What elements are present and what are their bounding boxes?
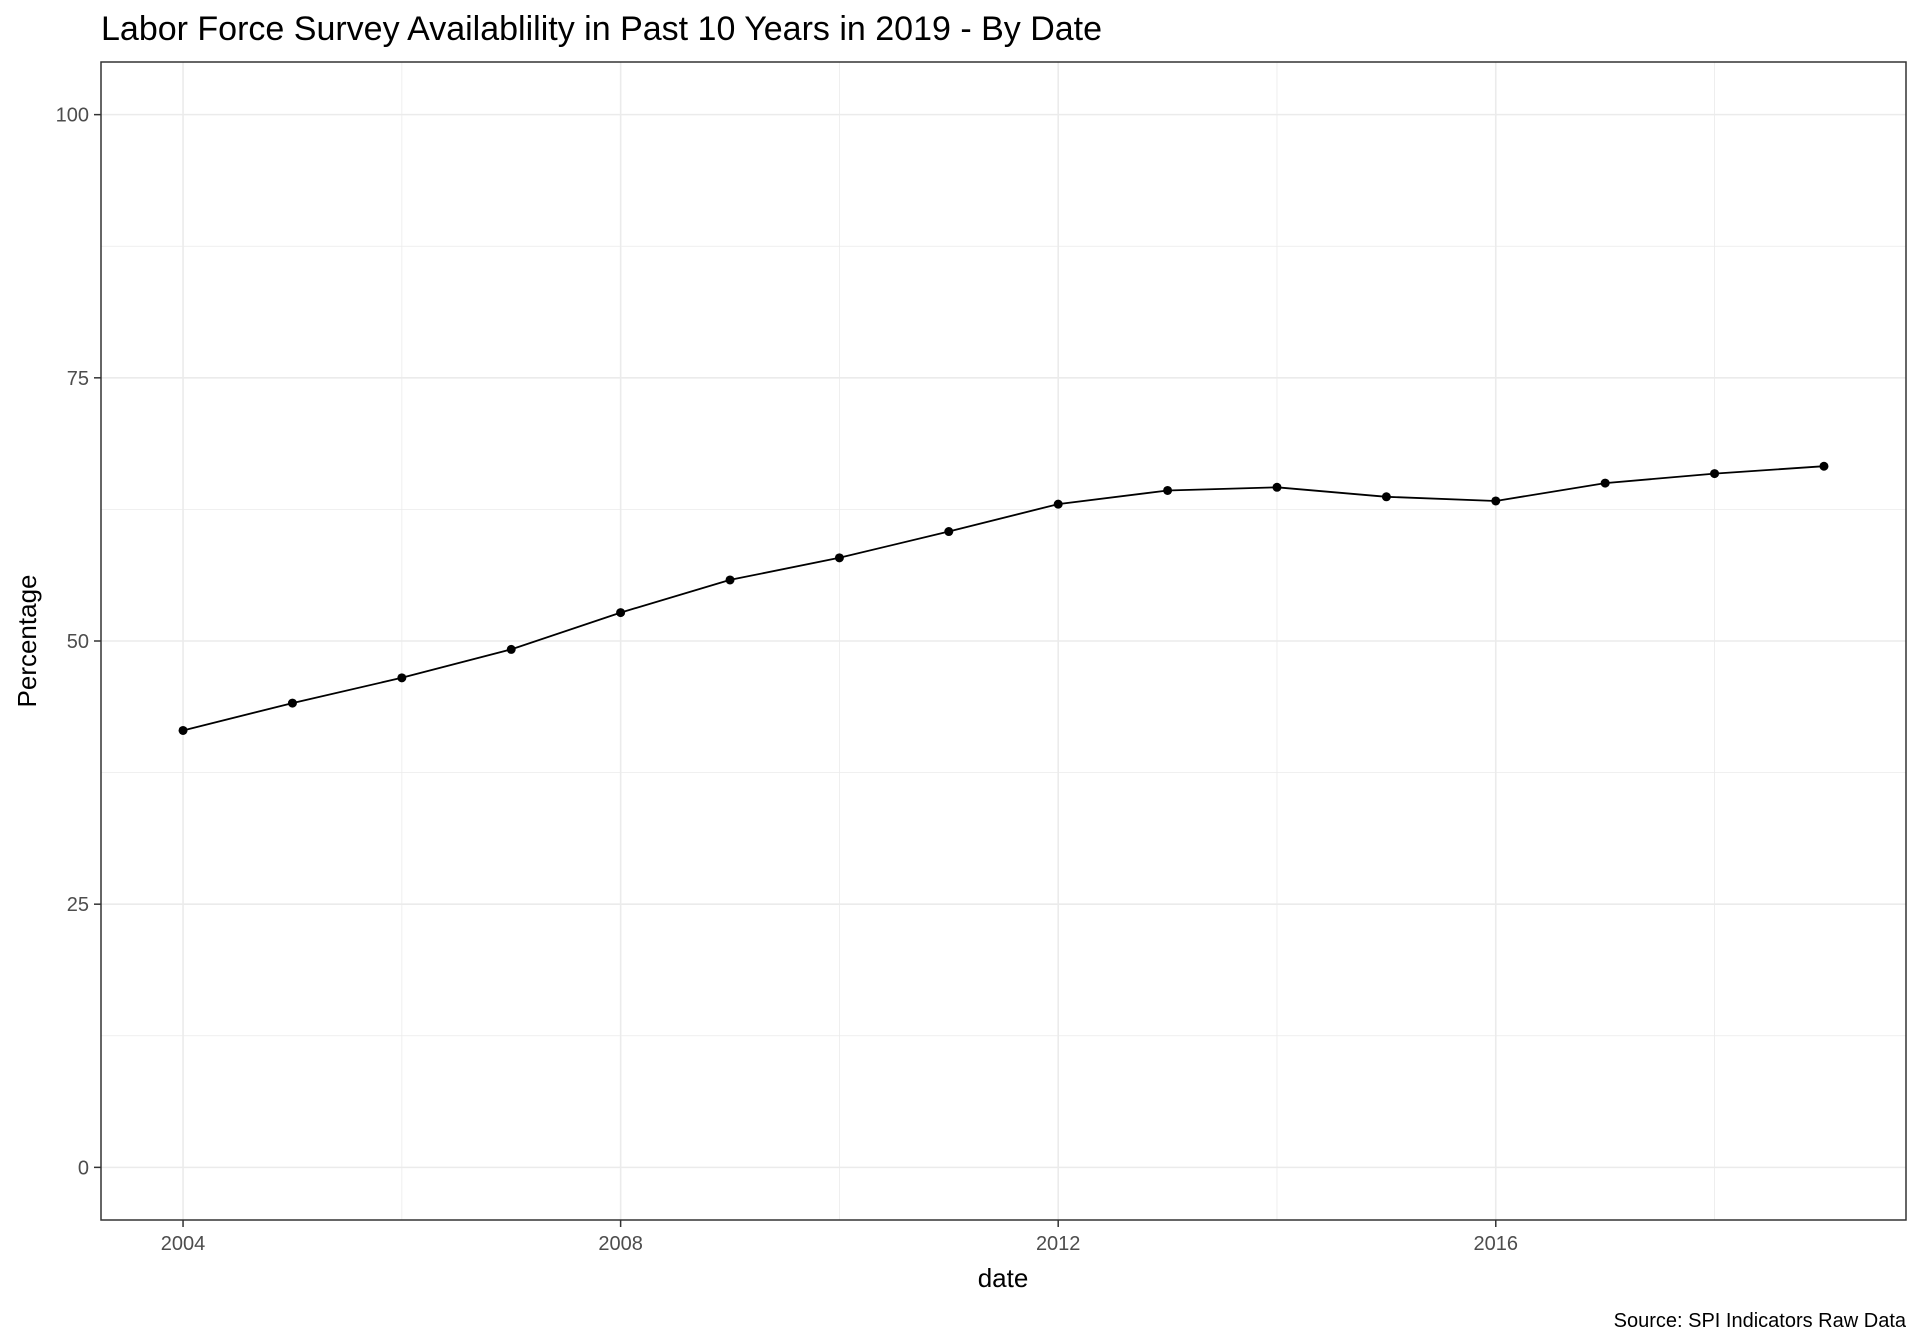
x-axis-title: date [978, 1263, 1029, 1293]
grid-lines [101, 62, 1906, 1220]
chart-title: Labor Force Survey Availablility in Past… [101, 10, 1102, 48]
data-point [1710, 469, 1720, 479]
data-point [944, 527, 954, 537]
data-point [1381, 492, 1391, 502]
x-tick-label: 2012 [1036, 1233, 1081, 1255]
data-point [616, 608, 626, 618]
data-point [1272, 482, 1282, 492]
x-tick-label: 2004 [161, 1233, 206, 1255]
data-point [397, 673, 407, 683]
y-axis-title: Percentage [12, 575, 42, 708]
data-point [506, 644, 516, 654]
caption: Source: SPI Indicators Raw Data [1614, 1310, 1907, 1332]
data-point [834, 553, 844, 563]
y-tick-label: 25 [67, 894, 89, 916]
y-tick-label: 75 [67, 368, 89, 390]
data-point [178, 725, 188, 735]
series-line [182, 465, 1825, 732]
x-tick-label: 2008 [598, 1233, 643, 1255]
data-point [1600, 478, 1610, 488]
data-point [1163, 485, 1173, 495]
y-tick-label: 50 [67, 631, 89, 653]
y-tick-label: 100 [56, 105, 89, 127]
axis-ticks: 0 25 50 75 100 2004 2008 2012 2016 [56, 105, 1518, 1255]
data-series [178, 461, 1829, 735]
x-tick-label: 2016 [1474, 1233, 1519, 1255]
data-point [1491, 496, 1501, 506]
data-point [287, 698, 297, 708]
y-tick-label: 0 [78, 1157, 89, 1179]
data-point [1053, 499, 1063, 509]
data-point [1819, 461, 1829, 471]
data-point [725, 575, 735, 585]
